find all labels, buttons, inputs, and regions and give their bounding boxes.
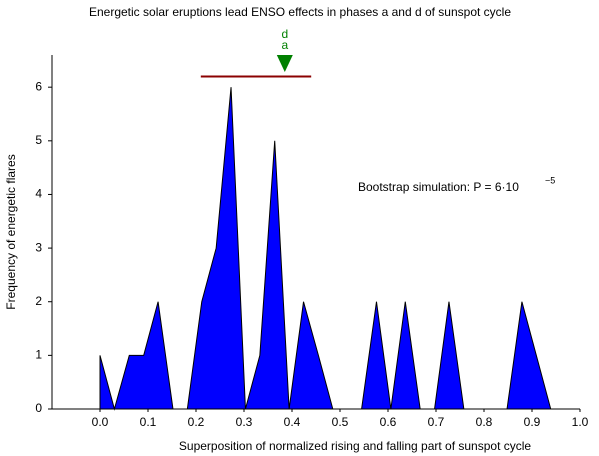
y-tick-label: 6	[35, 79, 42, 93]
marker-label: a	[281, 38, 288, 52]
y-axis-label: Frequency of energetic flares	[4, 154, 18, 309]
annotation: Bootstrap simulation: P = 6·10	[358, 180, 519, 194]
y-tick-label: 1	[35, 348, 42, 362]
x-tick-label: 0.9	[524, 415, 541, 429]
x-tick-label: 0.6	[380, 415, 397, 429]
marker-label: d	[281, 27, 288, 41]
x-tick-label: 1.0	[572, 415, 589, 429]
x-tick-label: 0.2	[188, 415, 205, 429]
x-tick-label: 0.8	[476, 415, 493, 429]
y-tick-label: 2	[35, 294, 42, 308]
x-tick-label: 0.4	[284, 415, 301, 429]
annotation-exponent: −5	[545, 175, 555, 185]
x-axis-label: Superposition of normalized rising and f…	[179, 439, 532, 453]
y-tick-label: 4	[35, 187, 42, 201]
y-tick-label: 0	[35, 401, 42, 415]
x-tick-label: 0.1	[140, 415, 157, 429]
area	[99, 87, 552, 411]
x-tick-label: 0.3	[236, 415, 253, 429]
marker-triangle	[276, 55, 293, 72]
x-tick-label: 0.7	[428, 415, 445, 429]
y-tick-label: 3	[35, 240, 42, 254]
chart-title: Energetic solar eruptions lead ENSO effe…	[89, 5, 511, 19]
x-tick-label: 0.5	[332, 415, 349, 429]
y-tick-label: 5	[35, 133, 42, 147]
x-tick-label: 0.0	[92, 415, 109, 429]
